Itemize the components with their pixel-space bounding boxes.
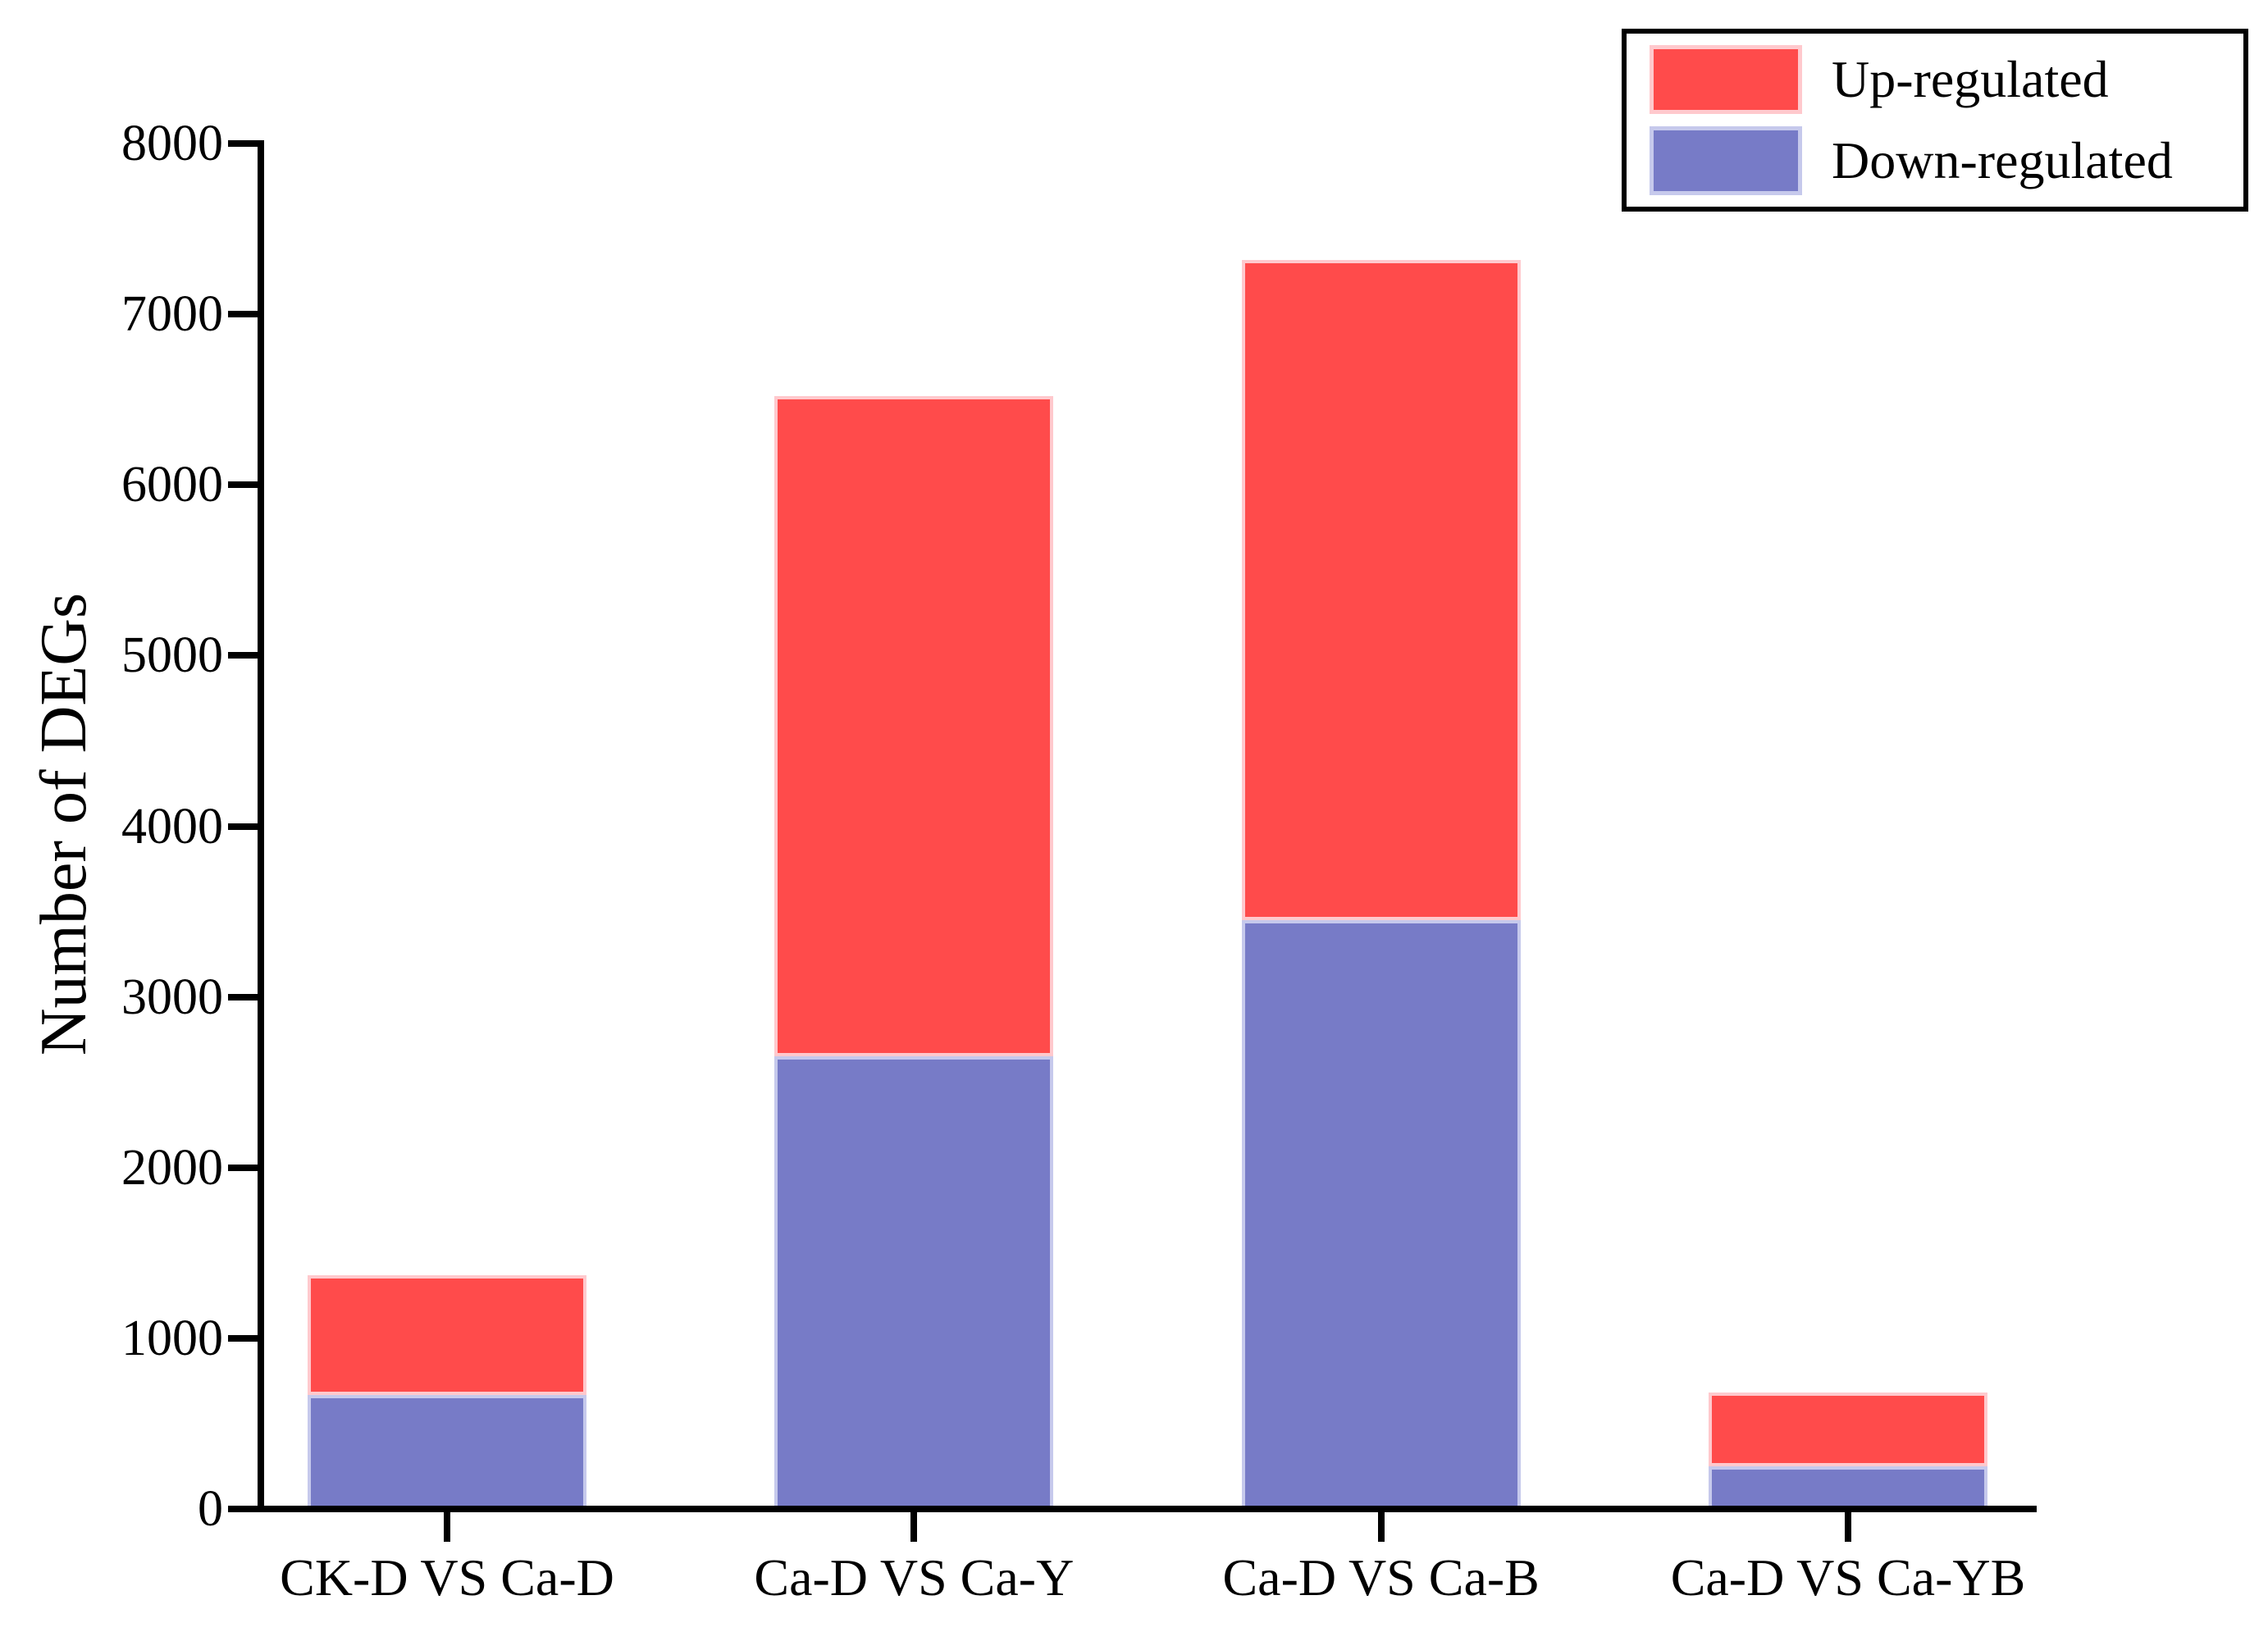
bar-segment-down-regulated	[1241, 919, 1521, 1509]
y-tick	[228, 1334, 264, 1342]
bar-segment-up-regulated	[1708, 1393, 1987, 1466]
x-axis-label: Ca-D VS Ca-YB	[1670, 1548, 2026, 1607]
bar-segment-up-regulated	[308, 1274, 586, 1395]
y-tick-label: 2000	[121, 1139, 223, 1196]
y-tick-label: 1000	[121, 1310, 223, 1366]
legend-item-down-regulated: Down-regulated	[1650, 125, 2243, 195]
legend-label-up-regulated: Up-regulated	[1832, 50, 2109, 109]
bar-segment-down-regulated	[1708, 1466, 1987, 1509]
bar-segment-down-regulated	[774, 1056, 1054, 1509]
bar-segment-up-regulated	[774, 396, 1054, 1057]
legend-label-down-regulated: Down-regulated	[1832, 130, 2173, 189]
y-tick-label: 6000	[121, 457, 223, 513]
bar-segment-down-regulated	[308, 1394, 586, 1509]
y-tick	[228, 481, 264, 489]
legend: Up-regulated Down-regulated	[1622, 29, 2248, 212]
x-axis-label: Ca-D VS Ca-Y	[754, 1548, 1075, 1607]
y-tick	[228, 1164, 264, 1171]
x-tick	[1844, 1506, 1851, 1542]
y-tick-label: 8000	[121, 116, 223, 171]
y-tick	[228, 1506, 264, 1512]
y-tick	[228, 993, 264, 1001]
y-tick-label: 5000	[121, 627, 223, 684]
x-tick	[910, 1506, 918, 1542]
legend-item-up-regulated: Up-regulated	[1650, 45, 2243, 115]
x-axis-label: CK-D VS Ca-D	[280, 1548, 614, 1607]
x-tick	[444, 1506, 450, 1542]
y-tick	[228, 652, 264, 659]
x-axis-line	[258, 1506, 2037, 1512]
x-axis-label: Ca-D VS Ca-B	[1222, 1548, 1540, 1607]
y-tick-label: 4000	[121, 798, 223, 855]
legend-swatch-down-regulated-icon	[1650, 125, 1802, 195]
y-tick	[228, 311, 264, 318]
y-tick-label: 7000	[121, 286, 223, 343]
legend-swatch-up-regulated-icon	[1650, 45, 1802, 115]
y-tick	[228, 823, 264, 830]
bar-segment-up-regulated	[1241, 259, 1521, 920]
y-axis-line	[258, 140, 264, 1512]
y-tick-label: 3000	[121, 969, 223, 1025]
x-tick	[1377, 1506, 1385, 1542]
y-tick	[228, 140, 264, 147]
y-axis-title: Number of DEGs	[28, 592, 100, 1056]
y-tick-label: 0	[198, 1481, 223, 1537]
